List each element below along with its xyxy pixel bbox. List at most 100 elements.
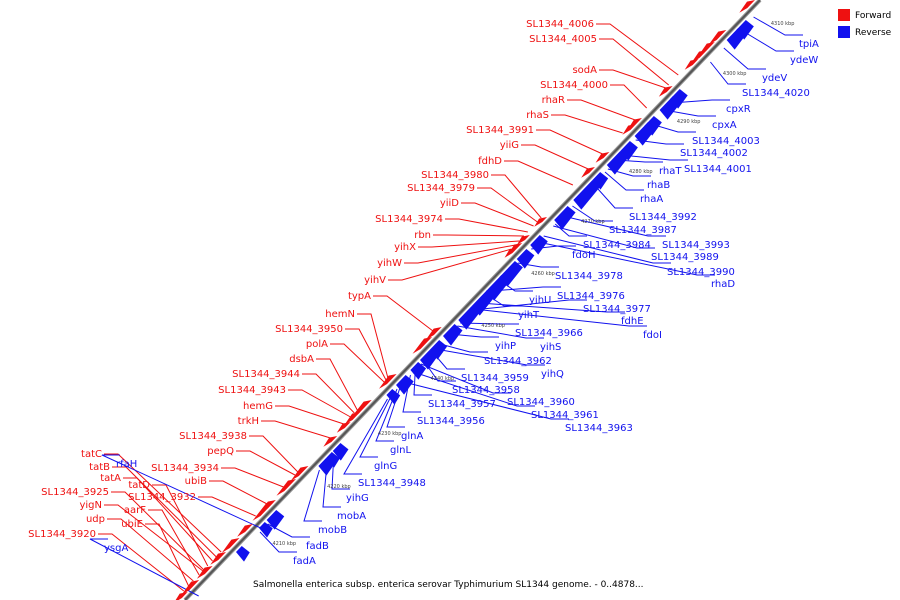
forward-gene-label[interactable]: yigN xyxy=(79,500,102,511)
reverse-gene-arrow[interactable] xyxy=(318,458,335,476)
forward-gene-label[interactable]: tatA xyxy=(100,473,121,484)
forward-gene-arrow[interactable] xyxy=(181,580,200,595)
forward-gene-label[interactable]: rbn xyxy=(414,230,431,241)
reverse-gene-label[interactable]: yihP xyxy=(495,341,516,352)
forward-gene-arrow[interactable] xyxy=(425,327,442,340)
reverse-gene-label[interactable]: SL1344_3978 xyxy=(555,271,623,282)
forward-gene-arrow[interactable] xyxy=(684,59,699,70)
reverse-gene-label[interactable]: SL1344_4001 xyxy=(684,164,752,175)
forward-gene-arrow[interactable] xyxy=(323,436,338,447)
reverse-gene-label[interactable]: SL1344_4020 xyxy=(742,88,810,99)
reverse-gene-label[interactable]: cpxR xyxy=(726,104,751,115)
reverse-gene-label[interactable]: fdoH xyxy=(572,250,596,261)
reverse-gene-label[interactable]: SL1344_3960 xyxy=(507,397,575,408)
reverse-gene-label[interactable]: mobA xyxy=(337,511,366,522)
forward-gene-label[interactable]: SL1344_3925 xyxy=(41,487,109,498)
reverse-gene-label[interactable]: rhaT xyxy=(659,166,682,177)
forward-gene-label[interactable]: SL1344_3938 xyxy=(179,431,247,442)
reverse-gene-label[interactable]: SL1344_4002 xyxy=(680,148,748,159)
reverse-gene-label[interactable]: SL1344_3958 xyxy=(452,385,520,396)
reverse-gene-label[interactable]: SL1344_3989 xyxy=(651,252,719,263)
forward-gene-label[interactable]: SL1344_3920 xyxy=(28,529,96,540)
reverse-gene-arrow[interactable] xyxy=(592,172,609,190)
reverse-gene-label[interactable]: rhaA xyxy=(640,194,663,205)
reverse-gene-arrow[interactable] xyxy=(554,206,576,230)
forward-gene-label[interactable]: yiiG xyxy=(500,140,519,151)
forward-gene-arrow[interactable] xyxy=(336,422,351,433)
forward-gene-label[interactable]: yihV xyxy=(364,275,386,286)
reverse-gene-label[interactable]: SL1344_3963 xyxy=(565,423,633,434)
reverse-gene-label[interactable]: glnA xyxy=(401,431,423,442)
forward-gene-label[interactable]: tatC xyxy=(81,449,102,460)
forward-gene-arrow[interactable] xyxy=(196,566,213,579)
reverse-gene-label[interactable]: SL1344_3992 xyxy=(629,212,697,223)
reverse-gene-label[interactable]: tpiA xyxy=(799,39,819,50)
reverse-gene-label[interactable]: SL1344_3962 xyxy=(484,356,552,367)
reverse-gene-arrow[interactable] xyxy=(420,350,438,370)
reverse-gene-arrow[interactable] xyxy=(326,452,340,468)
forward-gene-arrow[interactable] xyxy=(221,538,240,553)
forward-gene-arrow[interactable] xyxy=(412,337,433,354)
reverse-gene-arrow[interactable] xyxy=(410,362,427,380)
forward-gene-label[interactable]: tatD xyxy=(128,480,150,491)
reverse-gene-arrow[interactable] xyxy=(396,375,414,395)
reverse-gene-arrow[interactable] xyxy=(471,290,496,316)
reverse-gene-label[interactable]: fadB xyxy=(306,541,329,552)
reverse-gene-label[interactable]: SL1344_3957 xyxy=(428,399,496,410)
reverse-gene-arrow[interactable] xyxy=(236,546,250,562)
forward-gene-label[interactable]: aarF xyxy=(124,505,146,516)
forward-gene-label[interactable]: hemG xyxy=(243,401,273,412)
forward-gene-label[interactable]: SL1344_3979 xyxy=(407,183,475,194)
reverse-gene-label[interactable]: SL1344_3976 xyxy=(557,291,625,302)
reverse-gene-arrow[interactable] xyxy=(726,28,747,50)
reverse-gene-label[interactable]: SL1344_3959 xyxy=(461,373,529,384)
reverse-gene-label[interactable]: glnL xyxy=(390,445,411,456)
reverse-gene-arrow[interactable] xyxy=(606,151,629,175)
reverse-gene-arrow[interactable] xyxy=(659,96,681,120)
reverse-gene-label[interactable]: yihU xyxy=(529,295,551,306)
reverse-gene-arrow[interactable] xyxy=(458,306,480,330)
reverse-gene-label[interactable]: SL1344_3993 xyxy=(662,240,730,251)
forward-gene-arrow[interactable] xyxy=(276,479,296,496)
forward-gene-label[interactable]: SL1344_3974 xyxy=(375,214,443,225)
forward-gene-label[interactable]: polA xyxy=(306,339,328,350)
reverse-gene-label[interactable]: rhaD xyxy=(711,279,735,290)
reverse-gene-label[interactable]: rfaH xyxy=(116,459,137,470)
forward-gene-label[interactable]: SL1344_3932 xyxy=(128,492,196,503)
forward-gene-arrow[interactable] xyxy=(595,152,610,163)
forward-gene-arrow[interactable] xyxy=(210,552,226,565)
reverse-gene-label[interactable]: SL1344_3961 xyxy=(531,410,599,421)
forward-gene-label[interactable]: fdhD xyxy=(478,156,502,167)
reverse-gene-label[interactable]: ydeV xyxy=(762,73,787,84)
reverse-gene-label[interactable]: SL1344_4003 xyxy=(692,136,760,147)
reverse-gene-arrow[interactable] xyxy=(259,522,273,538)
reverse-gene-label[interactable]: ydeW xyxy=(790,55,818,66)
reverse-gene-label[interactable]: SL1344_3966 xyxy=(515,328,583,339)
forward-gene-arrow[interactable] xyxy=(691,50,708,63)
reverse-gene-label[interactable]: yihT xyxy=(518,310,540,321)
reverse-gene-label[interactable]: yihS xyxy=(540,342,561,353)
forward-gene-label[interactable]: yiiD xyxy=(440,198,459,209)
forward-gene-arrow[interactable] xyxy=(581,167,595,178)
forward-gene-arrow[interactable] xyxy=(344,412,361,425)
forward-gene-label[interactable]: ubiE xyxy=(121,519,143,530)
reverse-gene-label[interactable]: yihG xyxy=(346,493,369,504)
reverse-gene-label[interactable]: SL1344_3984 xyxy=(583,240,651,251)
forward-gene-label[interactable]: SL1344_4000 xyxy=(540,80,608,91)
forward-gene-arrow[interactable] xyxy=(658,86,673,97)
reverse-gene-label[interactable]: glnG xyxy=(374,461,397,472)
forward-gene-label[interactable]: SL1344_3934 xyxy=(151,463,219,474)
forward-gene-arrow[interactable] xyxy=(517,235,530,245)
forward-gene-label[interactable]: SL1344_4005 xyxy=(529,34,597,45)
reverse-gene-label[interactable]: mobB xyxy=(318,525,347,536)
reverse-gene-arrow[interactable] xyxy=(443,324,463,346)
reverse-gene-label[interactable]: rhaB xyxy=(647,180,670,191)
forward-gene-arrow[interactable] xyxy=(622,124,637,135)
forward-gene-label[interactable]: SL1344_4006 xyxy=(526,19,594,30)
forward-gene-label[interactable]: udp xyxy=(86,514,105,525)
forward-gene-arrow[interactable] xyxy=(174,592,188,600)
forward-gene-label[interactable]: pepQ xyxy=(207,446,234,457)
forward-gene-label[interactable]: sodA xyxy=(572,65,597,76)
forward-gene-label[interactable]: SL1344_3944 xyxy=(232,369,300,380)
reverse-gene-label[interactable]: fdhE xyxy=(621,316,644,327)
